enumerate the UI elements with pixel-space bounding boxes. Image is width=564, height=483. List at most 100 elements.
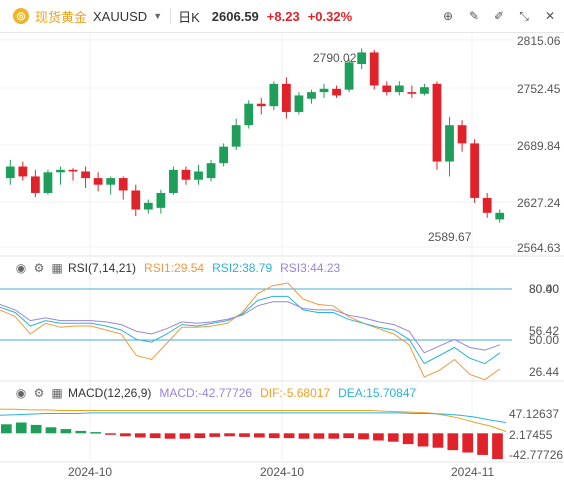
indicator-icon[interactable]: ▦ [51, 386, 63, 400]
macd-tick: 47.12637 [509, 407, 559, 421]
price-tick: 2689.84 [517, 139, 561, 153]
macd-bar [75, 430, 87, 434]
candle-body [18, 166, 28, 177]
macd-bar [417, 433, 429, 447]
macd-bar [462, 433, 474, 453]
candle-body [43, 172, 53, 193]
candle-body [294, 95, 304, 112]
macd-bar [164, 433, 176, 439]
rsi-tick: 80.00 [529, 282, 559, 296]
macd-bar [179, 433, 191, 439]
macd-bar [30, 424, 42, 434]
candle-body [256, 103, 266, 107]
candle-body [93, 178, 103, 185]
candle-body [56, 169, 65, 173]
candle-body [420, 87, 429, 94]
candle-body [319, 88, 329, 93]
price-tick: 2752.45 [517, 82, 561, 96]
candle-body [143, 202, 153, 210]
macd-bar [298, 433, 310, 439]
period-selector[interactable]: 日K [178, 9, 200, 25]
rsi-series-1 [0, 282, 501, 381]
dif-value: DIF:-5.68017 [260, 386, 331, 400]
candle-body [106, 178, 116, 185]
macd-bar [477, 433, 488, 455]
settings-icon[interactable]: ⚙ [33, 261, 45, 275]
candle-body [244, 103, 254, 126]
candle-body [156, 192, 166, 208]
macd-bar [283, 433, 295, 439]
macd-bar [224, 433, 235, 437]
edit-icon[interactable]: ✎ [468, 9, 480, 23]
candle-body [457, 125, 467, 144]
candle-body [407, 92, 417, 94]
price-tick: 2627.24 [517, 196, 561, 210]
candle-body [332, 88, 341, 96]
gold-coin-icon: ◎ [13, 8, 29, 24]
rsi-axis: 80.00 80.40 56.42 50.00 26.44 [529, 282, 559, 379]
symbol-label[interactable]: XAUUSD [93, 8, 148, 24]
price-tick: 2815.06 [517, 34, 561, 48]
rsi-tick: 56.42 [529, 324, 559, 338]
time-tick: 2024-10 [260, 465, 304, 479]
settings-icon[interactable]: ⚙ [33, 386, 45, 400]
rsi-label: RSI(7,14,21) [68, 261, 137, 275]
candle-body [495, 212, 505, 220]
rsi-series-2 [0, 295, 501, 365]
macd-axis: 47.12637 2.17455 -42.77726 [509, 407, 563, 462]
dropdown-caret-icon[interactable]: ▼ [153, 11, 163, 21]
candle-body [231, 125, 241, 147]
rsi2-value: RSI2:38.79 [212, 261, 273, 275]
candle-body [206, 163, 216, 179]
candle-body [30, 176, 40, 193]
candle-body [281, 83, 291, 112]
candle-body [131, 190, 141, 210]
macd-bar [194, 433, 206, 439]
candle-body [169, 169, 178, 193]
candle-body [445, 125, 454, 162]
price-axis: 2815.06 2752.45 2689.84 2627.24 2564.63 [517, 34, 561, 255]
candle-body [357, 52, 367, 65]
macd-bar [387, 433, 399, 442]
macd-bar [45, 427, 57, 434]
high-annotation: 2790.02 [313, 51, 357, 65]
rsi-tick: 26.44 [529, 365, 559, 379]
time-tick: 2024-10 [68, 465, 112, 479]
rsi-tick: 80.40 [529, 282, 559, 296]
macd-bar [1, 424, 12, 434]
macd-bar [149, 433, 161, 439]
time-tick: 2024-11 [451, 465, 494, 479]
eye-icon[interactable]: ◉ [15, 261, 27, 275]
macd-bar [209, 433, 221, 437]
last-price: 2606.59 [211, 8, 259, 24]
close-icon[interactable]: ✕ [544, 9, 556, 23]
candle-body [482, 197, 492, 213]
macd-legend: ◉ ⚙ ▦ MACD(12,26,9) MACD:-42.77726 DIF:-… [14, 386, 416, 400]
indicator-icon[interactable]: ▦ [51, 261, 63, 275]
rsi3-value: RSI3:44.23 [280, 261, 341, 275]
instrument-name[interactable]: 现货黄金 [35, 9, 88, 25]
candle-body [470, 143, 480, 198]
time-axis: 2024-10 2024-10 2024-11 [68, 465, 494, 479]
zoom-in-icon[interactable]: ⊕ [442, 9, 454, 23]
price-change-percent: +0.32% [307, 8, 353, 24]
macd-bar [268, 433, 280, 439]
macd-bar [313, 433, 325, 439]
eye-icon[interactable]: ◉ [15, 386, 27, 400]
rsi1-value: RSI1:29.54 [144, 261, 205, 275]
macd-tick: -42.77726 [509, 448, 563, 462]
collapse-icon[interactable]: ⤡ [519, 9, 529, 23]
macd-bar [402, 433, 414, 445]
candle-body [307, 92, 316, 99]
draw-icon[interactable]: ✐ [493, 9, 505, 23]
macd-bar [328, 433, 340, 439]
candle-body [269, 83, 279, 107]
macd-bar [105, 433, 116, 435]
macd-value: MACD:-42.77726 [159, 386, 253, 400]
price-change: +8.23 [266, 8, 300, 24]
macd-bar [90, 432, 102, 434]
dea-line [0, 412, 507, 423]
candle-body [68, 169, 78, 172]
price-tick: 2564.63 [517, 241, 561, 255]
